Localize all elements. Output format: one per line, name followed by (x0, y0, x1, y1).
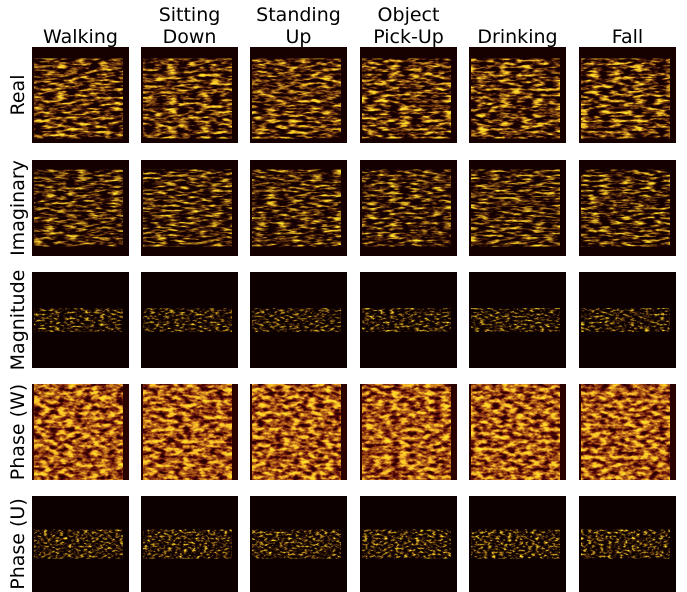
heatmap-texture (471, 530, 560, 559)
heatmap-texture (471, 59, 560, 139)
heatmap-texture (143, 170, 232, 247)
heatmap-texture (581, 59, 670, 139)
heatmap-texture (471, 384, 560, 480)
column-title: Walking (26, 2, 136, 48)
heatmap-texture (252, 384, 341, 480)
row-label: Magnitude (7, 270, 29, 371)
heatmap-texture (362, 59, 451, 139)
heatmap-texture (143, 59, 232, 139)
heatmap-texture (362, 170, 451, 247)
heatmap-texture (362, 530, 451, 559)
heatmap-texture (581, 530, 670, 559)
row-label: Imaginary (7, 160, 29, 256)
heatmap-texture (34, 530, 123, 559)
heatmap-texture (471, 308, 560, 331)
heatmap-texture (34, 384, 123, 480)
row-label: Phase (U) (7, 498, 29, 590)
panels (0, 0, 687, 592)
heatmap-texture (362, 384, 451, 480)
column-title: Fall (573, 2, 683, 48)
row-label: Real (7, 75, 29, 116)
heatmap-texture (471, 170, 560, 247)
heatmap-texture (581, 170, 670, 247)
column-title: Standing Up (244, 2, 354, 48)
row-label: Phase (W) (7, 384, 29, 480)
column-title: Object Pick-Up (354, 2, 464, 48)
column-title: Sitting Down (135, 2, 245, 48)
heatmap-texture (34, 170, 123, 247)
heatmap-texture (252, 308, 341, 331)
heatmap-texture (362, 308, 451, 331)
heatmap-texture (143, 530, 232, 559)
heatmap-texture (581, 308, 670, 331)
heatmap-texture (252, 530, 341, 559)
figure: WalkingSitting DownStanding UpObject Pic… (0, 0, 687, 592)
column-title: Drinking (463, 2, 573, 48)
heatmap-texture (252, 170, 341, 247)
heatmap-texture (143, 384, 232, 480)
heatmap-texture (252, 59, 341, 139)
heatmap-texture (34, 59, 123, 139)
heatmap-texture (581, 384, 670, 480)
heatmap-texture (34, 308, 123, 331)
heatmap-texture (143, 308, 232, 331)
